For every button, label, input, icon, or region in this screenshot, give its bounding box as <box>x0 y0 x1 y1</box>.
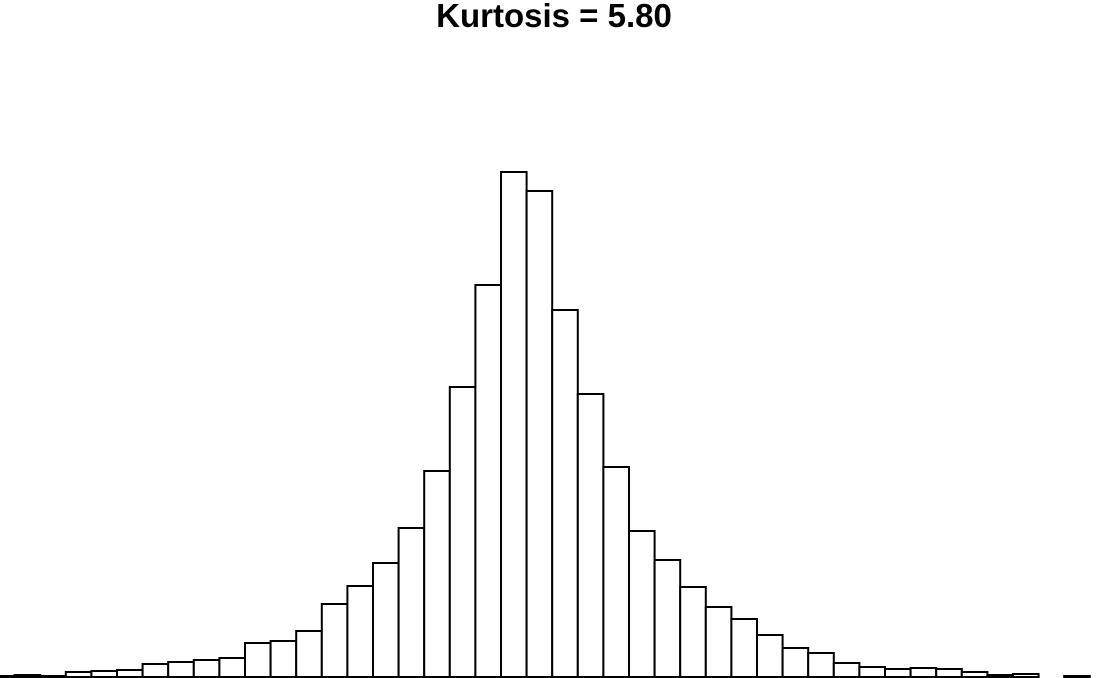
histogram-bar-4 <box>64 671 93 678</box>
histogram-bar-27 <box>653 559 682 678</box>
histogram-bar-7 <box>141 663 170 678</box>
histogram-bar-37 <box>909 667 938 678</box>
histogram-bar-40 <box>986 674 1015 678</box>
histogram-bar-13 <box>295 630 323 678</box>
histogram-bar-25 <box>602 466 631 678</box>
histogram-bar-24 <box>576 393 605 678</box>
histogram-bar-43 <box>1063 675 1091 678</box>
histogram-bar-6 <box>116 669 144 678</box>
histogram-bar-14 <box>320 603 349 678</box>
histogram-bar-36 <box>884 668 912 678</box>
histogram-bar-17 <box>397 527 426 678</box>
histogram-bar-35 <box>858 666 887 678</box>
histogram-bar-19 <box>448 386 477 678</box>
histogram-bar-32 <box>781 647 810 678</box>
histogram-bar-20 <box>474 284 502 678</box>
histogram-bar-9 <box>192 659 221 678</box>
histogram-bar-26 <box>628 530 656 678</box>
chart-title: Kurtosis = 5.80 <box>436 0 672 34</box>
histogram-bars <box>0 171 1091 678</box>
histogram-bar-15 <box>346 585 374 678</box>
histogram-bar-2 <box>13 674 42 678</box>
histogram-bar-12 <box>269 640 298 678</box>
histogram-bar-31 <box>756 634 784 678</box>
histogram-bar-22 <box>525 190 554 678</box>
histogram-bar-8 <box>167 661 195 678</box>
histogram-bar-33 <box>807 652 835 678</box>
histogram-bar-3 <box>39 675 67 678</box>
histogram-bar-28 <box>679 586 707 678</box>
histogram-bar-21 <box>500 171 528 678</box>
histogram-bar-16 <box>372 562 400 678</box>
histogram-bar-34 <box>832 662 861 678</box>
histogram-bar-30 <box>730 618 759 678</box>
histogram-bar-23 <box>551 309 579 678</box>
histogram-bar-5 <box>90 670 119 678</box>
histogram-bar-38 <box>935 668 963 678</box>
histogram-bar-10 <box>218 657 246 678</box>
histogram-bar-1 <box>0 675 16 678</box>
histogram-bar-11 <box>244 642 272 678</box>
histogram-bar-39 <box>960 671 989 678</box>
histogram-bar-41 <box>1012 673 1040 678</box>
histogram-bar-29 <box>704 606 733 678</box>
histogram-bar-18 <box>423 470 451 678</box>
